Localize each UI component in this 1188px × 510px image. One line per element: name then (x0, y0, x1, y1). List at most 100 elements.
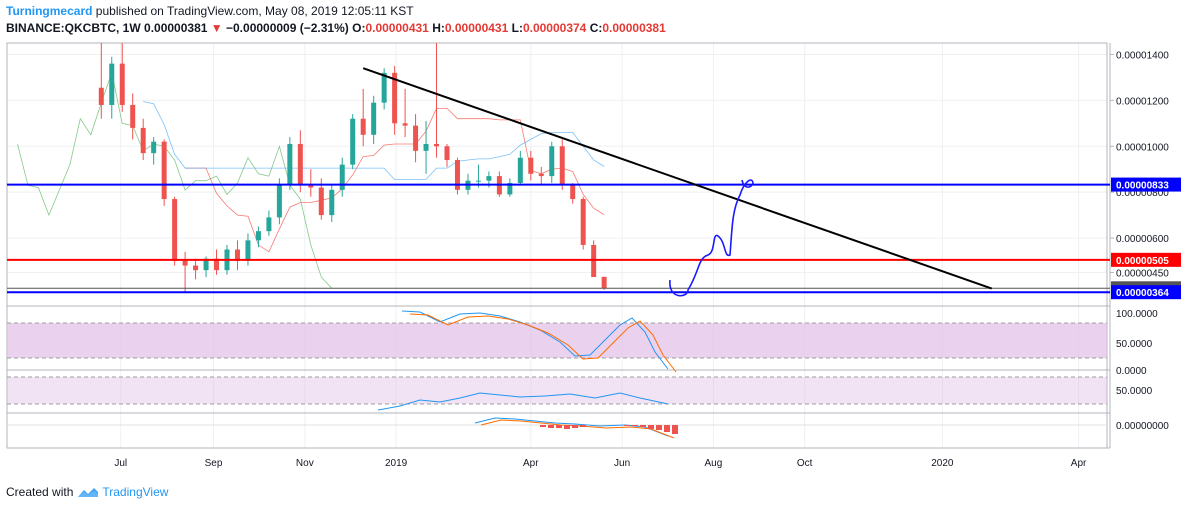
candle-body (591, 244, 597, 278)
symbol-label: BINANCE:QKCBTC, 1W (6, 21, 141, 35)
price-tick-label: 0.00001000 (1116, 142, 1169, 153)
macd-histogram-bar (572, 425, 578, 428)
macd-histogram-bar (672, 425, 678, 434)
author-name[interactable]: Turningmecard (6, 4, 93, 18)
last-price: 0.00000381 (144, 21, 208, 35)
time-tick-label: Jun (614, 458, 630, 469)
stoch-tick-label: 0.0000 (1116, 366, 1147, 377)
candle-body (423, 143, 429, 151)
candles (98, 43, 607, 294)
stoch-tick-label: 100.0000 (1116, 309, 1158, 320)
open-value: 0.00000431 (365, 21, 429, 35)
candle (454, 157, 460, 195)
candle-body (203, 258, 209, 271)
stoch-tick-label: 50.0000 (1116, 339, 1153, 350)
candle-body (559, 146, 565, 186)
price-chart[interactable]: 0.00001400 0.00001200 0.00001000 0.00000800… (0, 0, 1188, 480)
candle-body (444, 146, 450, 161)
macd-histogram-bar (540, 425, 546, 427)
candle-body (172, 199, 178, 261)
candle-body (98, 87, 104, 105)
price-tick-label: 0.00001200 (1116, 96, 1169, 107)
candle-body (255, 231, 261, 241)
time-tick-label: Sep (205, 458, 223, 469)
candle (287, 137, 293, 190)
candle-body (517, 157, 523, 183)
candle-body (130, 104, 136, 128)
time-tick-label: Apr (523, 458, 539, 469)
candle-body (151, 141, 157, 154)
tenkan-line (185, 108, 605, 253)
candle-body (119, 63, 125, 105)
candle-body (371, 102, 377, 135)
candle-body (287, 143, 293, 186)
candle (559, 139, 565, 190)
high-value: 0.00000431 (444, 21, 509, 35)
time-tick-label: Apr (1071, 458, 1087, 469)
candle (172, 196, 178, 266)
candle-body (528, 157, 534, 174)
candle (255, 226, 261, 248)
candle (360, 88, 366, 147)
candle (193, 258, 199, 280)
candle-body (266, 217, 272, 232)
price-level-label: 0.00000364 (1116, 288, 1169, 299)
chart-header-publish: Turningmecard published on TradingView.c… (6, 4, 414, 18)
time-tick-label: Aug (704, 458, 722, 469)
candle (402, 88, 408, 138)
candle (266, 210, 272, 236)
candle (339, 157, 345, 197)
down-triangle-icon: ▼ (210, 21, 223, 35)
candle-body (413, 125, 419, 151)
publish-info: published on TradingView.com, May 08, 20… (92, 4, 414, 18)
candle (234, 240, 240, 271)
macd-histogram-bar (632, 425, 638, 426)
candle (601, 276, 607, 290)
candle-body (381, 72, 387, 103)
candle-body (276, 185, 282, 218)
candle (329, 185, 335, 222)
candle-body (329, 189, 335, 216)
candle (538, 166, 544, 186)
candle (392, 65, 398, 135)
candle (444, 143, 450, 167)
tradingview-brand[interactable]: TradingView (102, 485, 169, 499)
close-value: 0.00000381 (602, 21, 666, 35)
footer: Created with TradingView (6, 485, 168, 499)
candle (580, 196, 586, 250)
rsi-band (7, 377, 1107, 404)
trend-line (362, 67, 993, 290)
price-level-label: 0.00000833 (1116, 181, 1169, 192)
candle-body (549, 146, 555, 177)
candle-body (402, 123, 408, 126)
time-tick-label: Jul (114, 458, 127, 469)
candle (140, 118, 146, 161)
candle (517, 150, 523, 186)
candle-body (193, 265, 199, 271)
candle-body (507, 182, 513, 195)
created-with-text: Created with (6, 485, 74, 499)
candle (350, 114, 356, 170)
candle-body (109, 63, 115, 105)
candle-body (434, 143, 440, 147)
candle (214, 249, 220, 275)
time-tick-label: Oct (797, 458, 813, 469)
candle (413, 114, 419, 163)
high-label: H: (432, 21, 445, 35)
candle (591, 240, 597, 278)
price-tick-label: 0.00000450 (1116, 268, 1169, 279)
price-tick-label: 0.00000600 (1116, 234, 1169, 245)
low-value: 0.00000374 (522, 21, 587, 35)
candle (423, 121, 429, 174)
candle-body (245, 240, 251, 261)
macd-line (474, 417, 669, 437)
candle (528, 150, 534, 181)
close-label: C: (589, 21, 603, 35)
candle-body (339, 164, 345, 190)
time-tick-label: 2019 (385, 458, 408, 469)
candle (182, 251, 188, 294)
candle-body (318, 187, 324, 216)
macd-histogram-bar (640, 425, 646, 427)
macd-histogram-bar (556, 425, 562, 428)
macd-histogram-bar (564, 425, 570, 429)
